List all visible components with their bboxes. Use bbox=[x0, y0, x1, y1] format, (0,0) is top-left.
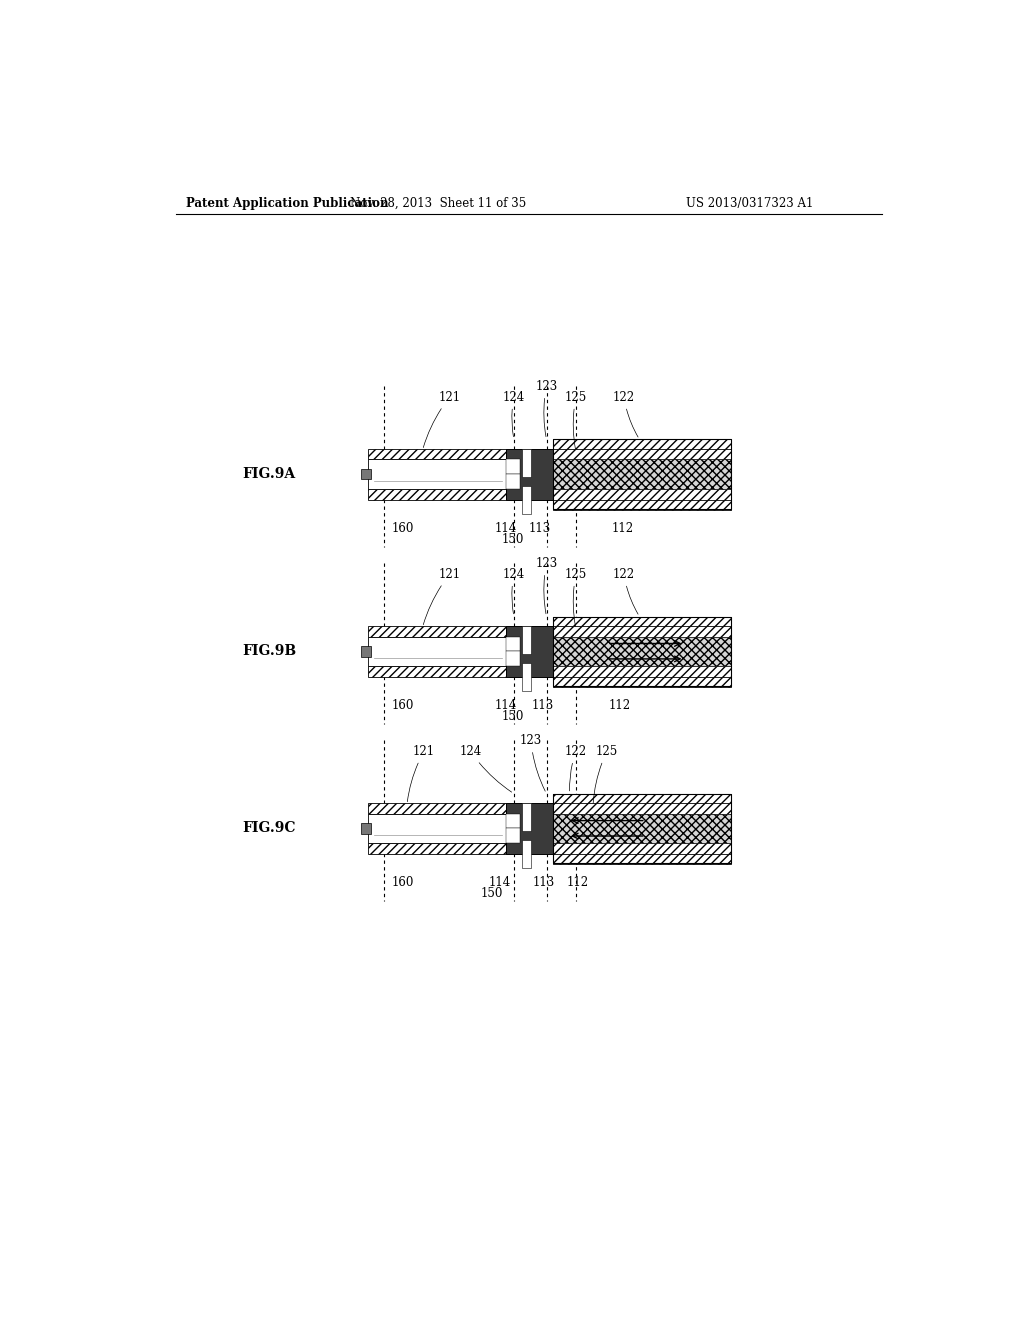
Text: 122: 122 bbox=[613, 391, 638, 437]
Text: 123: 123 bbox=[520, 734, 545, 791]
Text: 160: 160 bbox=[392, 521, 415, 535]
Bar bbox=[521, 449, 531, 478]
Bar bbox=[369, 803, 506, 813]
Bar bbox=[553, 636, 731, 665]
Bar bbox=[553, 793, 731, 863]
Bar bbox=[369, 665, 506, 677]
Text: 114: 114 bbox=[495, 698, 516, 711]
Bar bbox=[553, 459, 731, 488]
Text: 150: 150 bbox=[502, 533, 524, 546]
Text: Patent Application Publication: Patent Application Publication bbox=[186, 197, 389, 210]
Text: Nov. 28, 2013  Sheet 11 of 35: Nov. 28, 2013 Sheet 11 of 35 bbox=[350, 197, 526, 210]
Bar bbox=[369, 459, 506, 488]
Text: 121: 121 bbox=[423, 568, 461, 624]
Text: 114: 114 bbox=[488, 875, 511, 888]
Text: 122: 122 bbox=[565, 744, 587, 791]
Bar bbox=[360, 645, 372, 656]
Text: FIG.9A: FIG.9A bbox=[243, 467, 296, 480]
Bar bbox=[369, 843, 506, 854]
Text: 113: 113 bbox=[531, 698, 554, 711]
Text: FIG.9B: FIG.9B bbox=[243, 644, 297, 659]
Text: 124: 124 bbox=[503, 391, 525, 437]
Bar bbox=[553, 803, 731, 813]
Bar bbox=[506, 813, 520, 829]
Text: 125: 125 bbox=[565, 391, 587, 449]
Bar bbox=[553, 488, 731, 499]
Text: 123: 123 bbox=[536, 380, 558, 437]
Bar bbox=[506, 474, 520, 488]
Bar bbox=[506, 626, 553, 677]
Bar bbox=[521, 626, 531, 655]
Bar bbox=[369, 488, 506, 499]
Bar bbox=[506, 636, 520, 651]
Bar bbox=[553, 665, 731, 677]
Bar bbox=[506, 829, 520, 843]
Text: 112: 112 bbox=[566, 875, 589, 888]
Bar bbox=[553, 626, 731, 636]
Bar bbox=[506, 803, 553, 854]
Bar bbox=[369, 813, 506, 843]
Text: 124: 124 bbox=[503, 568, 525, 614]
Text: 150: 150 bbox=[481, 887, 504, 900]
Bar bbox=[553, 843, 731, 854]
Bar bbox=[506, 459, 520, 474]
Text: 121: 121 bbox=[423, 391, 461, 447]
Text: 122: 122 bbox=[613, 568, 638, 614]
Bar bbox=[553, 498, 731, 511]
Text: 150: 150 bbox=[502, 710, 524, 723]
Bar bbox=[553, 616, 731, 628]
Bar bbox=[360, 822, 372, 834]
Text: 125: 125 bbox=[565, 568, 587, 626]
Bar bbox=[360, 469, 372, 479]
Bar bbox=[521, 663, 531, 692]
Text: 123: 123 bbox=[536, 557, 558, 614]
Bar bbox=[506, 449, 553, 499]
Text: 112: 112 bbox=[609, 698, 631, 711]
Text: 124: 124 bbox=[460, 744, 512, 792]
Text: FIG.9C: FIG.9C bbox=[243, 821, 296, 836]
Text: 113: 113 bbox=[528, 521, 551, 535]
Text: 113: 113 bbox=[532, 875, 555, 888]
Bar bbox=[553, 853, 731, 865]
Bar bbox=[369, 636, 506, 665]
Bar bbox=[553, 616, 731, 686]
Bar bbox=[369, 626, 506, 636]
Text: 112: 112 bbox=[611, 521, 634, 535]
Text: US 2013/0317323 A1: US 2013/0317323 A1 bbox=[686, 197, 813, 210]
Text: 160: 160 bbox=[392, 875, 415, 888]
Bar bbox=[521, 486, 531, 515]
Bar bbox=[521, 803, 531, 832]
Bar bbox=[553, 813, 731, 843]
Bar bbox=[553, 675, 731, 688]
Bar bbox=[553, 440, 731, 451]
Text: 121: 121 bbox=[408, 744, 435, 801]
Bar bbox=[553, 793, 731, 807]
Bar bbox=[506, 651, 520, 665]
Bar bbox=[521, 840, 531, 869]
Bar bbox=[553, 440, 731, 508]
Text: 114: 114 bbox=[495, 521, 516, 535]
Text: 160: 160 bbox=[392, 698, 415, 711]
Bar bbox=[369, 449, 506, 459]
Text: 125: 125 bbox=[593, 744, 618, 803]
Bar bbox=[553, 449, 731, 459]
